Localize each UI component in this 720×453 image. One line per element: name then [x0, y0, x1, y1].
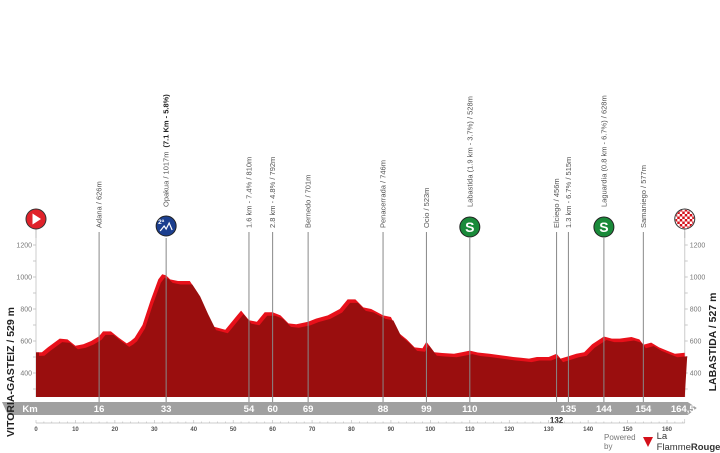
svg-text:600: 600: [690, 339, 702, 346]
svg-text:90: 90: [388, 427, 395, 433]
svg-text:10: 10: [72, 427, 79, 433]
flame-logo-icon: [642, 437, 653, 447]
svg-text:150: 150: [623, 427, 634, 433]
svg-text:120: 120: [504, 427, 515, 433]
svg-text:1200: 1200: [16, 243, 32, 250]
svg-text:110: 110: [465, 427, 475, 433]
svg-text:1200: 1200: [690, 243, 706, 250]
brand-name: La FlammeRouge: [656, 431, 720, 453]
svg-text:100: 100: [425, 427, 436, 433]
marker-lines: [35, 228, 686, 403]
waypoint-label: Adana / 626m: [95, 181, 104, 228]
svg-text:Km: Km: [22, 404, 37, 415]
svg-text:60: 60: [267, 404, 278, 415]
waypoint-label: Ocio / 523m: [422, 188, 431, 228]
svg-text:54: 54: [244, 404, 255, 415]
finish-flag-icon: [674, 208, 696, 230]
svg-text:20: 20: [112, 427, 119, 433]
svg-text:400: 400: [20, 371, 32, 378]
svg-text:69: 69: [303, 404, 314, 415]
waypoint-label: Labastida (1.9 km - 3.7%) / 528m: [465, 96, 474, 207]
waypoint-label: 1.6 km - 7.4% / 810m: [244, 157, 253, 228]
svg-text:33: 33: [161, 404, 172, 415]
start-city-label: VITORIA-GASTEIZ / 529 m: [5, 307, 17, 437]
svg-text:132: 132: [550, 416, 564, 425]
sprint-icon: [459, 216, 481, 238]
svg-text:S: S: [465, 219, 474, 235]
svg-text:30: 30: [151, 427, 158, 433]
svg-text:16: 16: [94, 404, 105, 415]
waypoint-label: Elciego / 456m: [552, 178, 561, 228]
svg-text:140: 140: [583, 427, 594, 433]
svg-text:88: 88: [378, 404, 389, 415]
svg-text:99: 99: [421, 404, 432, 415]
x-axis: 0 10 20 30 40 50 60 70 80 90 100 110 120 130 140 150 160: [34, 419, 686, 433]
svg-text:S: S: [599, 219, 608, 235]
svg-text:164,5: 164,5: [671, 404, 695, 415]
svg-text:160: 160: [662, 427, 673, 433]
svg-text:600: 600: [20, 339, 32, 346]
sprint-icon: [593, 216, 615, 238]
svg-text:0: 0: [34, 427, 38, 433]
y-axis-left: 400 600 800 1000 1200: [16, 232, 37, 397]
waypoint-label: Laguardia (0.8 km - 6.7%) / 628m: [599, 95, 608, 207]
waypoint-label: Samaniego / 577m: [639, 165, 648, 228]
svg-text:80: 80: [348, 427, 355, 433]
svg-text:1000: 1000: [690, 275, 706, 282]
svg-text:400: 400: [690, 371, 702, 378]
finish-city-label: LABASTIDA / 527 m: [707, 293, 719, 392]
waypoint-label: Bernedo / 701m: [304, 175, 313, 228]
svg-text:40: 40: [190, 427, 197, 433]
powered-by-footer: Powered by La FlammeRouge: [604, 431, 720, 453]
y-axis-right: 400 600 800 1000 1200: [684, 232, 706, 397]
svg-text:70: 70: [309, 427, 316, 433]
svg-text:110: 110: [462, 404, 477, 415]
svg-text:130: 130: [544, 427, 555, 433]
svg-text:144: 144: [596, 404, 613, 415]
svg-text:1000: 1000: [16, 275, 32, 282]
powered-by-text: Powered by: [604, 433, 636, 451]
waypoint-labels: Adana / 626m Opakua / 1017m(7.1 Km - 5.8%…: [95, 94, 648, 228]
waypoint-label: 1.3 km - 6.7% / 515m: [564, 157, 573, 228]
elevation-profile: [36, 274, 688, 397]
svg-text:50: 50: [230, 427, 237, 433]
svg-text:800: 800: [20, 307, 32, 314]
svg-text:800: 800: [690, 307, 702, 314]
waypoint-label: Penacerrada / 746m: [379, 160, 388, 228]
svg-text:2ª: 2ª: [158, 219, 165, 226]
svg-text:60: 60: [269, 427, 276, 433]
waypoint-badges: 2ª S S: [25, 208, 696, 238]
waypoint-label: Opakua / 1017m(7.1 Km - 5.8%): [162, 94, 171, 207]
svg-text:135: 135: [560, 404, 577, 415]
svg-text:154: 154: [635, 404, 652, 415]
waypoint-label: 2.8 km - 4.8% / 792m: [268, 157, 277, 228]
climb-category-icon: [155, 215, 177, 237]
